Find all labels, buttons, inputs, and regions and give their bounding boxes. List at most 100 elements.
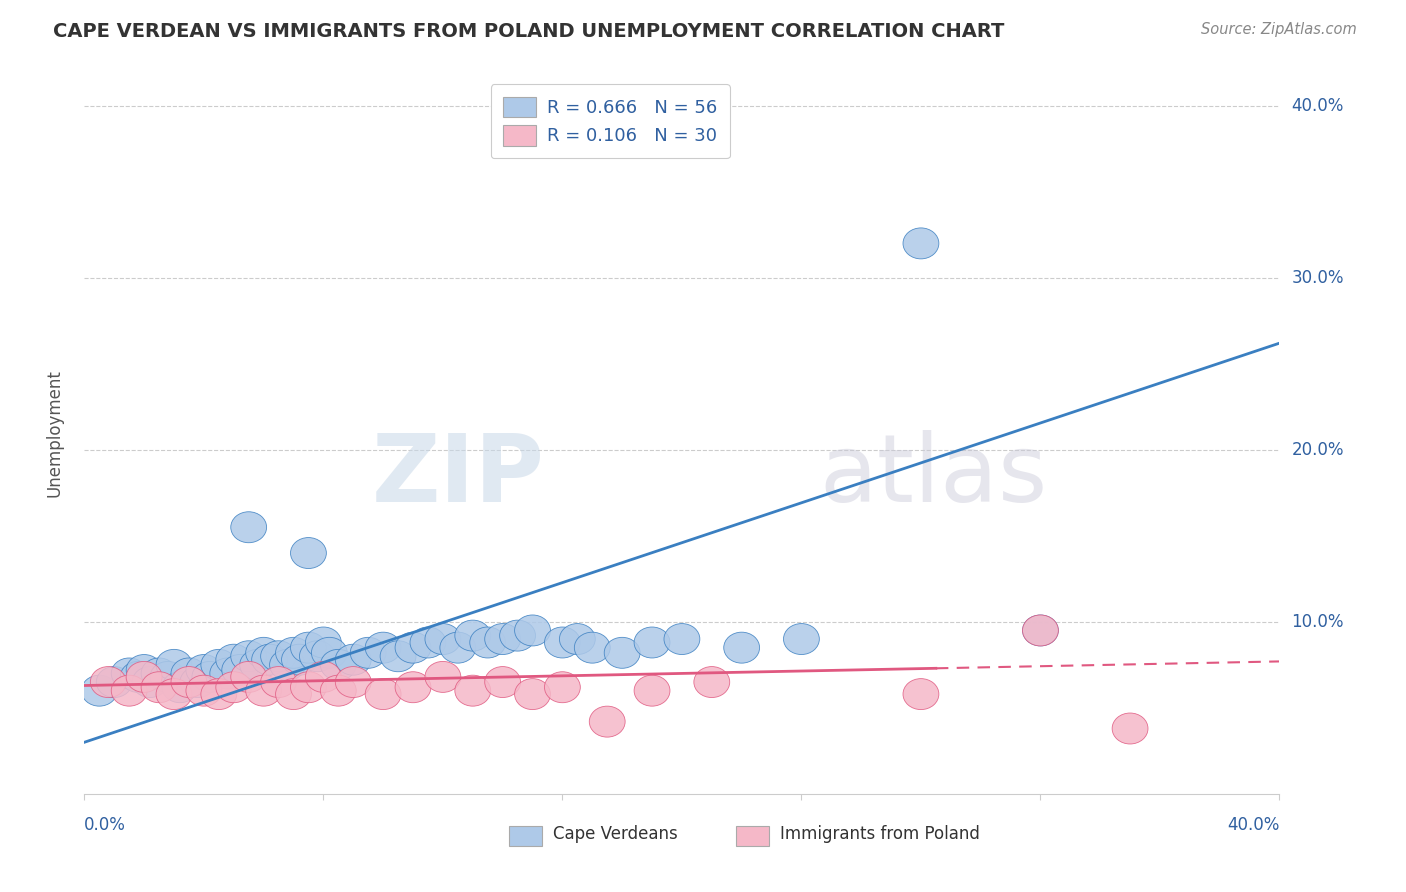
Ellipse shape [201,679,236,710]
Ellipse shape [150,662,186,692]
Ellipse shape [321,675,356,706]
Text: ZIP: ZIP [371,430,544,522]
Ellipse shape [305,627,342,658]
Ellipse shape [82,675,117,706]
Text: 20.0%: 20.0% [1292,441,1344,458]
Ellipse shape [276,679,312,710]
Ellipse shape [209,658,246,689]
Ellipse shape [336,644,371,675]
Ellipse shape [260,640,297,672]
Ellipse shape [291,538,326,568]
Ellipse shape [499,620,536,651]
Text: 40.0%: 40.0% [1292,96,1344,115]
Ellipse shape [111,658,148,689]
Legend: R = 0.666   N = 56, R = 0.106   N = 30: R = 0.666 N = 56, R = 0.106 N = 30 [491,84,730,158]
Text: atlas: atlas [820,430,1047,522]
Ellipse shape [485,624,520,655]
Ellipse shape [366,679,401,710]
Ellipse shape [1022,615,1059,646]
Ellipse shape [180,666,217,698]
Ellipse shape [141,672,177,703]
Ellipse shape [132,666,169,698]
FancyBboxPatch shape [509,826,543,846]
Ellipse shape [312,637,347,668]
Ellipse shape [217,672,252,703]
Ellipse shape [96,666,132,698]
Text: 30.0%: 30.0% [1292,268,1344,287]
Ellipse shape [589,706,626,737]
Ellipse shape [544,672,581,703]
Ellipse shape [186,655,222,685]
Ellipse shape [111,675,148,706]
Ellipse shape [156,679,191,710]
Ellipse shape [201,649,236,681]
Ellipse shape [350,637,387,668]
Ellipse shape [120,662,156,692]
Ellipse shape [127,655,162,685]
Ellipse shape [291,672,326,703]
Ellipse shape [456,675,491,706]
Ellipse shape [231,662,267,692]
Ellipse shape [560,624,595,655]
Ellipse shape [1022,615,1059,646]
Text: Immigrants from Poland: Immigrants from Poland [780,824,980,843]
Ellipse shape [156,649,191,681]
Ellipse shape [231,512,267,542]
Ellipse shape [783,624,820,655]
Ellipse shape [299,640,336,672]
Ellipse shape [605,637,640,668]
Text: Source: ZipAtlas.com: Source: ZipAtlas.com [1201,22,1357,37]
Ellipse shape [411,627,446,658]
Ellipse shape [470,627,506,658]
Ellipse shape [193,662,228,692]
Ellipse shape [575,632,610,663]
Ellipse shape [222,655,257,685]
Ellipse shape [485,666,520,698]
Ellipse shape [172,666,207,698]
Ellipse shape [380,640,416,672]
Ellipse shape [281,644,318,675]
Ellipse shape [172,658,207,689]
Ellipse shape [291,632,326,663]
Text: 40.0%: 40.0% [1227,815,1279,833]
Ellipse shape [246,637,281,668]
Ellipse shape [141,658,177,689]
Y-axis label: Unemployment: Unemployment [45,368,63,497]
FancyBboxPatch shape [735,826,769,846]
Ellipse shape [90,666,127,698]
Ellipse shape [366,632,401,663]
Ellipse shape [440,632,475,663]
Ellipse shape [186,675,222,706]
Ellipse shape [240,649,276,681]
Ellipse shape [395,632,432,663]
Ellipse shape [260,666,297,698]
Ellipse shape [425,624,461,655]
Ellipse shape [162,672,198,703]
Ellipse shape [544,627,581,658]
Ellipse shape [634,675,671,706]
Text: CAPE VERDEAN VS IMMIGRANTS FROM POLAND UNEMPLOYMENT CORRELATION CHART: CAPE VERDEAN VS IMMIGRANTS FROM POLAND U… [53,22,1005,41]
Ellipse shape [903,228,939,259]
Ellipse shape [425,662,461,692]
Ellipse shape [231,640,267,672]
Ellipse shape [270,649,305,681]
Ellipse shape [903,679,939,710]
Ellipse shape [246,675,281,706]
Ellipse shape [252,644,288,675]
Ellipse shape [515,679,551,710]
Ellipse shape [664,624,700,655]
Ellipse shape [305,662,342,692]
Ellipse shape [276,637,312,668]
Ellipse shape [217,644,252,675]
Ellipse shape [634,627,671,658]
Text: 10.0%: 10.0% [1292,613,1344,631]
Ellipse shape [1112,713,1149,744]
Text: Cape Verdeans: Cape Verdeans [553,824,678,843]
Text: 0.0%: 0.0% [84,815,127,833]
Ellipse shape [695,666,730,698]
Ellipse shape [456,620,491,651]
Ellipse shape [321,649,356,681]
Ellipse shape [724,632,759,663]
Ellipse shape [127,662,162,692]
Ellipse shape [336,666,371,698]
